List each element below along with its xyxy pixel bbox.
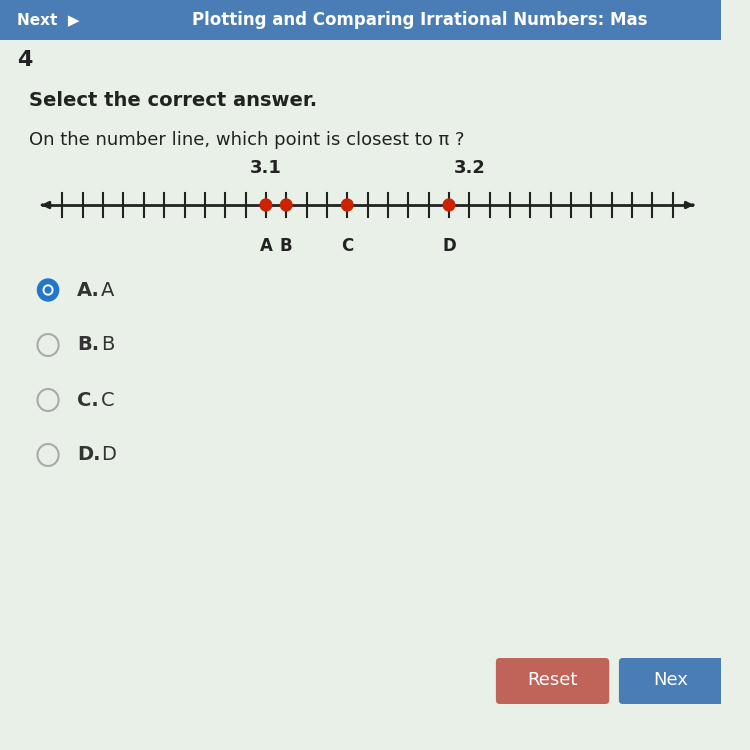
Circle shape	[44, 285, 52, 295]
Text: Select the correct answer.: Select the correct answer.	[28, 91, 317, 110]
Text: D: D	[101, 446, 115, 464]
Text: Nex: Nex	[653, 671, 688, 689]
Text: D.: D.	[77, 446, 101, 464]
Text: A.: A.	[77, 280, 100, 299]
Circle shape	[260, 199, 272, 211]
Text: Reset: Reset	[527, 671, 578, 689]
FancyBboxPatch shape	[0, 0, 721, 40]
Text: On the number line, which point is closest to π ?: On the number line, which point is close…	[28, 131, 464, 149]
FancyBboxPatch shape	[619, 658, 732, 704]
Text: B: B	[101, 335, 114, 355]
Text: D: D	[442, 237, 456, 255]
Text: 4: 4	[17, 50, 33, 70]
Text: Plotting and Comparing Irrational Numbers: Mas: Plotting and Comparing Irrational Number…	[192, 11, 648, 29]
Text: B.: B.	[77, 335, 99, 355]
Text: A: A	[260, 237, 272, 255]
Text: C: C	[341, 237, 353, 255]
Text: C.: C.	[77, 391, 99, 410]
Text: Next  ▶: Next ▶	[17, 13, 80, 28]
Text: A: A	[101, 280, 114, 299]
Circle shape	[443, 199, 454, 211]
Text: 3.1: 3.1	[250, 159, 282, 177]
Circle shape	[45, 287, 51, 293]
FancyBboxPatch shape	[496, 658, 609, 704]
Circle shape	[280, 199, 292, 211]
Text: 3.2: 3.2	[453, 159, 485, 177]
Circle shape	[341, 199, 353, 211]
Text: C: C	[101, 391, 115, 410]
Circle shape	[38, 279, 58, 301]
Text: B: B	[280, 237, 292, 255]
